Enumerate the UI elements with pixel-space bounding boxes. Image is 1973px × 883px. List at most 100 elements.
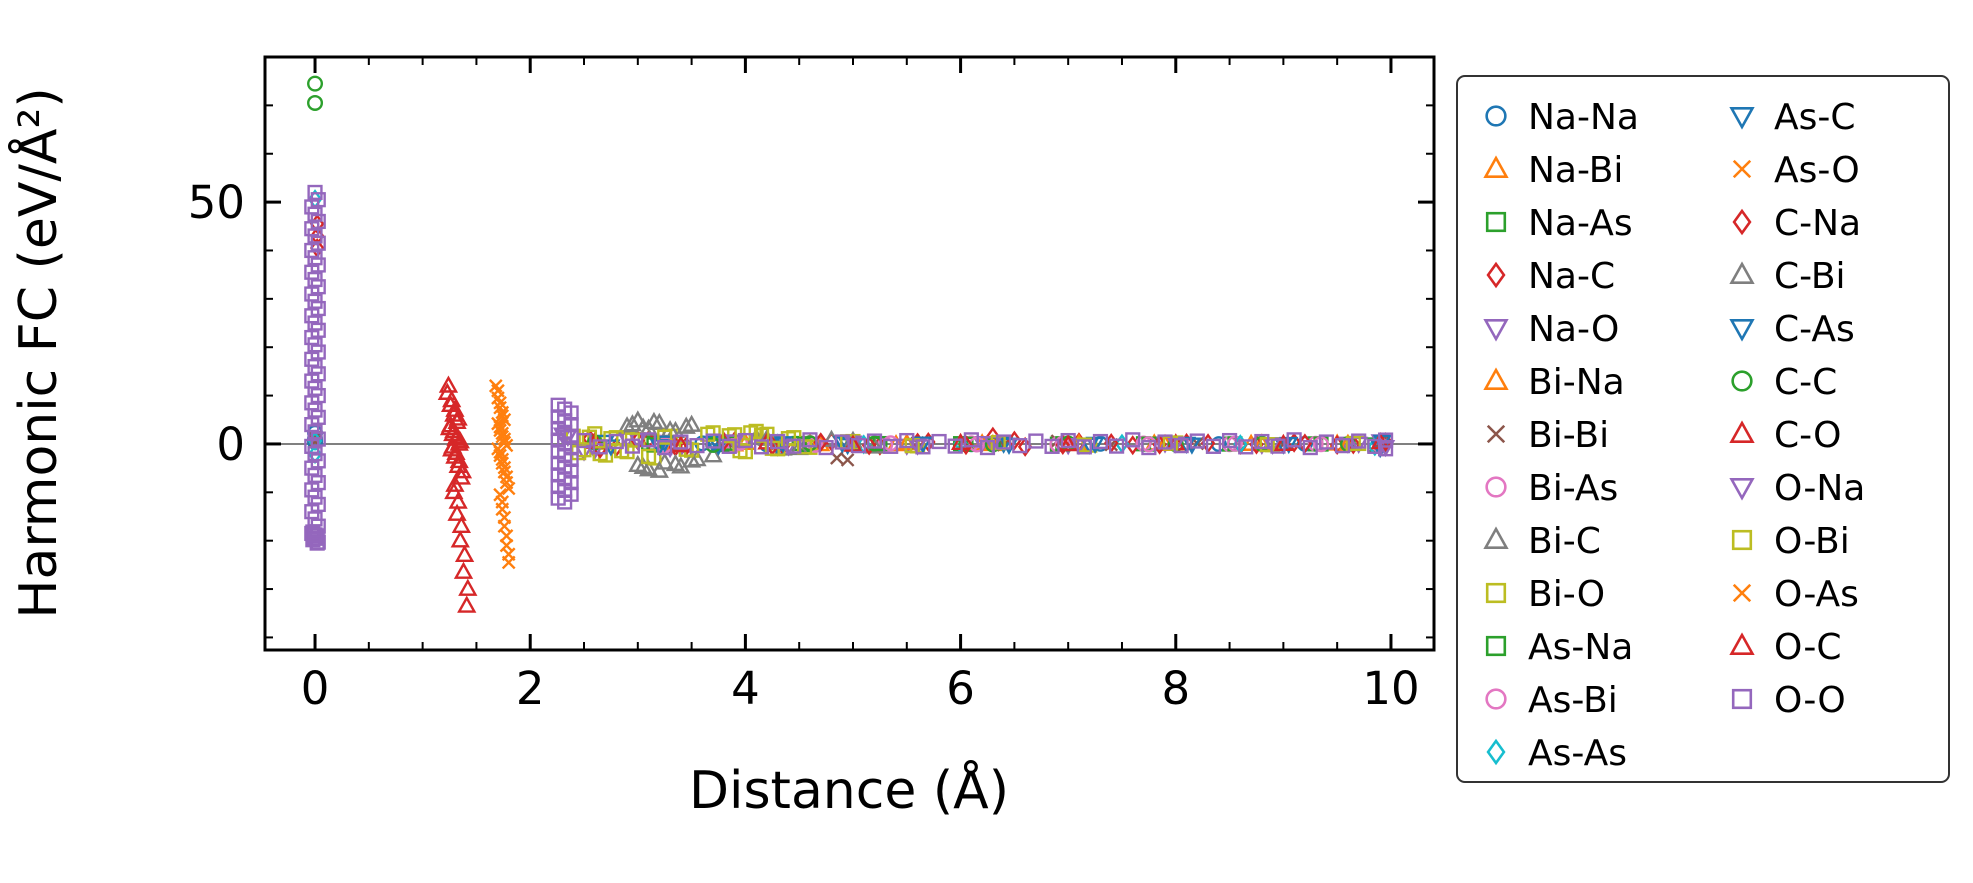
- legend-label: Bi-Na: [1528, 362, 1625, 403]
- circle-marker-icon: [1485, 105, 1507, 127]
- legend-label: Na-C: [1528, 256, 1615, 297]
- series-O-O: [304, 184, 1394, 551]
- triangle-down-marker-icon: [1483, 318, 1509, 342]
- triangle-up-marker-icon: [1729, 261, 1755, 285]
- legend-item-As-Na: As-Na: [1485, 627, 1633, 668]
- legend-item-C-As: C-As: [1729, 309, 1855, 350]
- legend-label: O-C: [1774, 627, 1841, 668]
- x-tick-label: 6: [946, 662, 975, 715]
- triangle-up-marker-icon: [1729, 632, 1755, 656]
- diamond-marker-icon: [1732, 208, 1752, 236]
- circle-marker-icon: [1731, 370, 1753, 392]
- legend-item-Bi-C: Bi-C: [1483, 521, 1601, 562]
- plot-border: [263, 55, 1436, 652]
- triangle-up-marker-icon: [1483, 155, 1509, 178]
- triangle-down-marker-icon: [1729, 477, 1755, 501]
- legend-item-Na-O: Na-O: [1483, 309, 1619, 350]
- diamond-marker-icon: [1486, 261, 1506, 289]
- legend-label: As-Bi: [1528, 680, 1618, 721]
- legend-item-As-Bi: As-Bi: [1485, 680, 1618, 721]
- legend-label: C-O: [1774, 415, 1841, 456]
- legend-label: C-As: [1774, 309, 1855, 350]
- x-tick-label: 4: [731, 662, 760, 715]
- triangle-up-marker-icon: [1483, 367, 1509, 391]
- legend-item-C-C: C-C: [1731, 362, 1837, 403]
- legend-item-Bi-As: Bi-As: [1485, 468, 1618, 509]
- legend-label: As-O: [1774, 150, 1860, 191]
- legend-item-O-O: O-O: [1731, 680, 1846, 721]
- axis-ticks: 0 2 4 6 8 10 0 50: [188, 57, 1434, 715]
- x-tick-label: 10: [1362, 662, 1419, 715]
- x-tick-label: 8: [1161, 662, 1190, 715]
- legend-label: Bi-Bi: [1528, 415, 1609, 456]
- diamond-marker-icon: [1486, 738, 1506, 766]
- legend-item-C-Na: C-Na: [1732, 203, 1861, 244]
- square-marker-icon: [1485, 635, 1507, 657]
- series-O-C: [437, 382, 1294, 613]
- x-tick-label: 2: [516, 662, 545, 715]
- legend-label: Bi-As: [1528, 468, 1618, 509]
- legend-label: Bi-O: [1528, 574, 1605, 615]
- x-marker-icon: [1732, 159, 1752, 179]
- legend-item-As-O: As-O: [1732, 150, 1860, 191]
- triangle-up-marker-icon: [1729, 420, 1755, 444]
- legend-item-O-Bi: O-Bi: [1731, 521, 1850, 562]
- legend-label: O-Na: [1774, 468, 1865, 509]
- series-C-C: [307, 75, 1356, 453]
- legend-label: Na-Bi: [1528, 150, 1623, 191]
- legend-item-Na-As: Na-As: [1485, 203, 1633, 244]
- square-marker-icon: [1485, 582, 1507, 604]
- y-axis-label: Harmonic FC (eV/Å²): [7, 87, 69, 618]
- legend-item-As-C: As-C: [1729, 97, 1856, 138]
- square-marker-icon: [1731, 688, 1753, 710]
- triangle-down-marker-icon: [1729, 107, 1755, 130]
- legend-item-O-C: O-C: [1729, 627, 1841, 668]
- legend-label: C-Na: [1774, 203, 1861, 244]
- legend-item-O-Na: O-Na: [1729, 468, 1865, 509]
- legend-item-Bi-O: Bi-O: [1485, 574, 1605, 615]
- legend-item-Na-C: Na-C: [1486, 256, 1615, 297]
- series-C-Na: [309, 213, 1393, 459]
- square-marker-icon: [1731, 529, 1753, 551]
- circle-marker-icon: [1485, 688, 1507, 710]
- legend-label: O-Bi: [1774, 521, 1850, 562]
- legend: Na-Na Na-Bi Na-As Na-C Na-O Bi-Na Bi-Bi Bi-As Bi…: [1456, 75, 1950, 783]
- legend-label: Bi-C: [1528, 521, 1601, 562]
- legend-label: Na-Na: [1528, 97, 1639, 138]
- legend-label: C-Bi: [1774, 256, 1846, 297]
- legend-label: As-Na: [1528, 627, 1633, 668]
- plot-area: [304, 75, 1396, 613]
- x-marker-icon: [1732, 583, 1752, 603]
- legend-items: Na-Na Na-Bi Na-As Na-C Na-O Bi-Na Bi-Bi Bi-As Bi…: [1483, 97, 1865, 774]
- series-As-As: [307, 189, 1393, 465]
- legend-label: As-C: [1774, 97, 1856, 138]
- legend-item-Bi-Na: Bi-Na: [1483, 362, 1625, 403]
- legend-label: Na-As: [1528, 203, 1633, 244]
- x-tick-label: 0: [301, 662, 330, 715]
- triangle-down-marker-icon: [1729, 318, 1755, 342]
- triangle-up-marker-icon: [1483, 526, 1509, 550]
- legend-item-Na-Na: Na-Na: [1485, 97, 1639, 138]
- legend-label: Na-O: [1528, 309, 1619, 350]
- y-tick-label: 0: [216, 418, 245, 471]
- legend-item-Na-Bi: Na-Bi: [1483, 150, 1623, 191]
- legend-item-C-O: C-O: [1729, 415, 1841, 456]
- legend-item-C-Bi: C-Bi: [1729, 256, 1846, 297]
- legend-box: [1456, 75, 1950, 783]
- series-O-As: [491, 383, 516, 562]
- legend-label: O-As: [1774, 574, 1859, 615]
- y-tick-label: 50: [188, 176, 245, 229]
- legend-item-As-As: As-As: [1486, 733, 1627, 774]
- legend-label: C-C: [1774, 362, 1837, 403]
- square-marker-icon: [1485, 211, 1507, 233]
- legend-item-O-As: O-As: [1732, 574, 1859, 615]
- legend-label: As-As: [1528, 733, 1627, 774]
- x-marker-icon: [1486, 424, 1506, 444]
- x-axis-label: Distance (Å): [689, 759, 1009, 821]
- legend-label: O-O: [1774, 680, 1846, 721]
- circle-marker-icon: [1485, 476, 1507, 498]
- legend-item-Bi-Bi: Bi-Bi: [1486, 415, 1609, 456]
- series-C-O: [438, 375, 1390, 596]
